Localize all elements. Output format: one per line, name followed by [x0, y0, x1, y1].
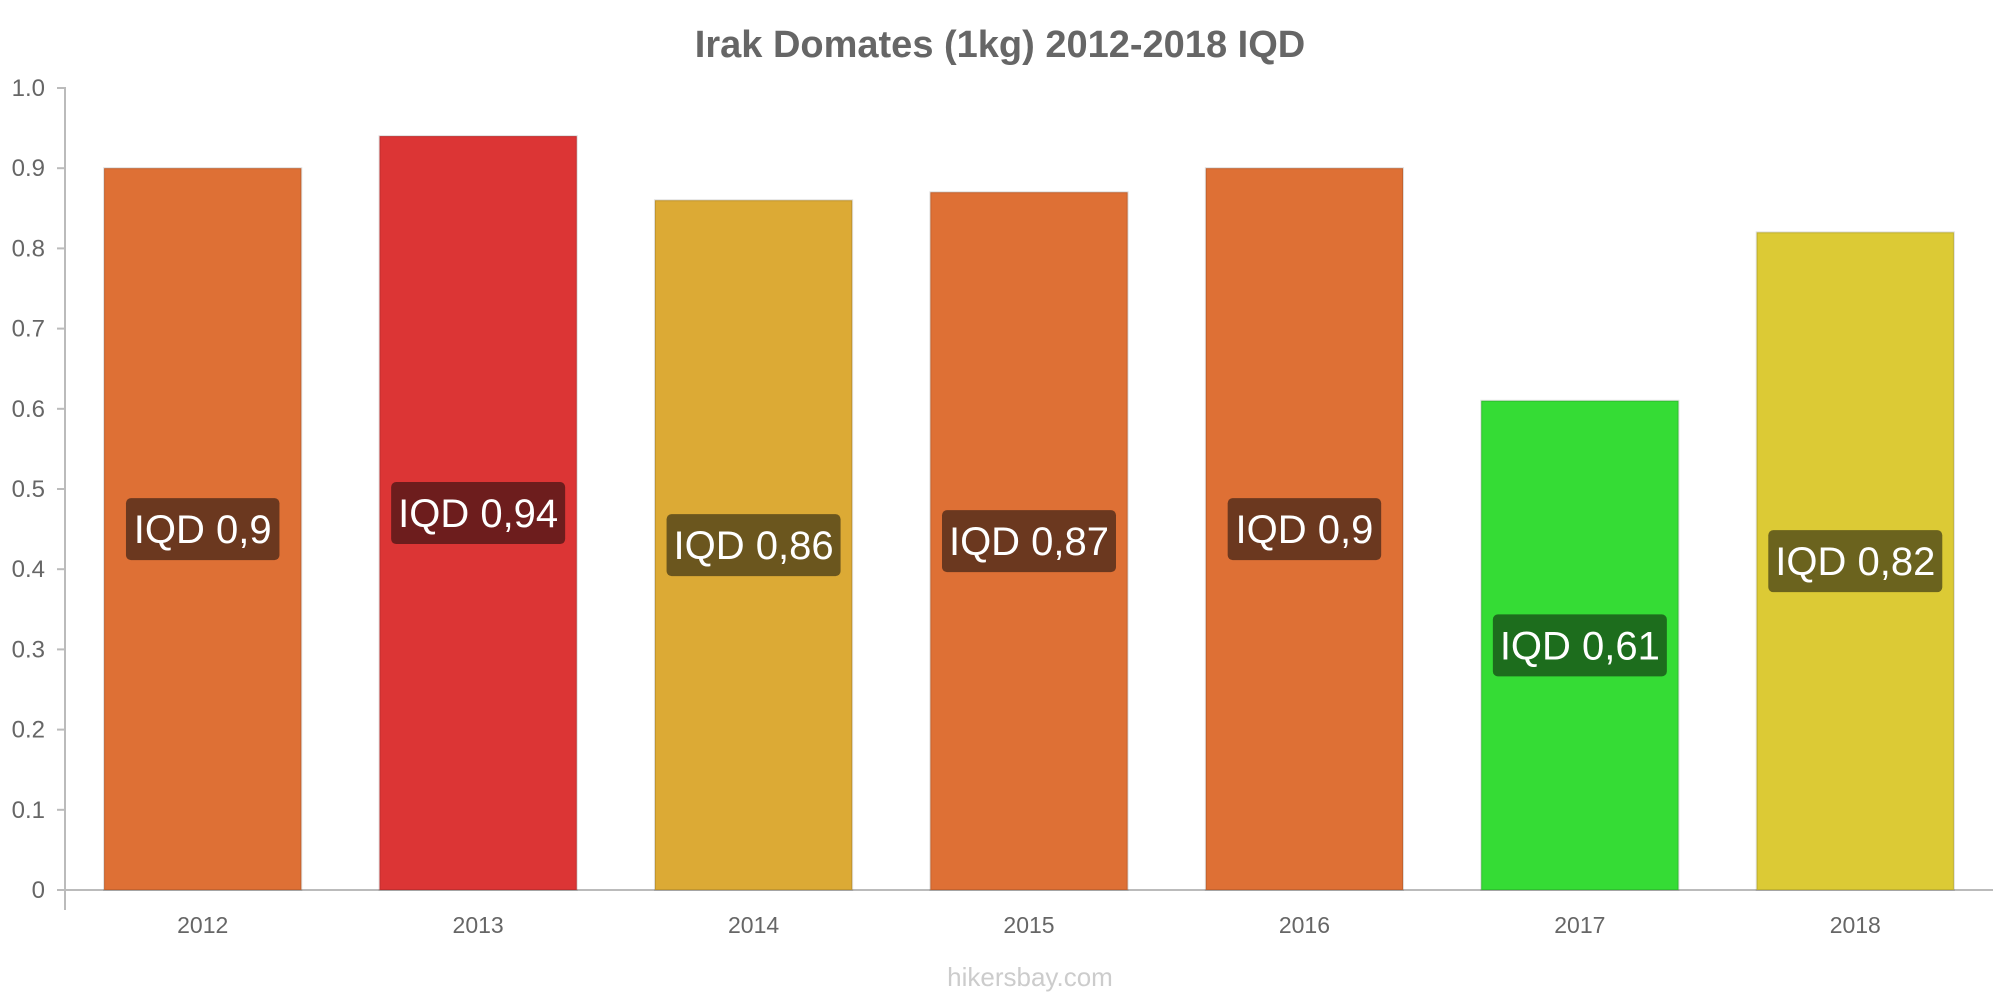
- x-tick-label: 2016: [1279, 912, 1330, 938]
- data-label-box: [1227, 498, 1382, 561]
- y-tick-label: 0.9: [12, 155, 45, 182]
- data-label-box: [942, 510, 1116, 573]
- footer-watermark: hikersbay.com: [947, 962, 1113, 992]
- data-label: IQD 0,9: [134, 508, 272, 552]
- x-tick-label: 2017: [1554, 912, 1605, 938]
- x-tick-label: 2013: [453, 912, 504, 938]
- data-label: IQD 0,9: [1236, 508, 1374, 552]
- data-label: IQD 0,61: [1500, 624, 1660, 668]
- x-tick-label: 2012: [177, 912, 228, 938]
- data-label-box: [666, 514, 841, 577]
- y-tick-label: 0.3: [12, 636, 45, 663]
- data-label: IQD 0,86: [674, 524, 834, 568]
- data-label: IQD 0,94: [398, 492, 558, 536]
- y-axis-ticks: 0 0.1 0.2 0.3 0.4 0.5 0.6 0.7 0.8 0.9 1.0: [12, 75, 65, 904]
- data-labels-group: IQD 0,9 IQD 0,94 IQD 0,86 IQD 0,87 IQD 0,9 IQ…: [125, 482, 1943, 677]
- y-tick-label: 0.5: [12, 476, 45, 503]
- y-tick-label: 0: [32, 877, 45, 904]
- y-tick-label: 0.8: [12, 235, 45, 262]
- data-label-box: [1492, 614, 1667, 677]
- chart-title: Irak Domates (1kg) 2012-2018 IQD: [695, 24, 1305, 66]
- x-tick-label: 2018: [1830, 912, 1881, 938]
- x-axis-ticks: 2012 2013 2014 2015 2016 2017 2018: [177, 912, 1881, 938]
- y-tick-label: 0.6: [12, 396, 45, 423]
- y-tick-label: 0.7: [12, 316, 45, 343]
- x-tick-label: 2014: [728, 912, 779, 938]
- x-tick-label: 2015: [1003, 912, 1054, 938]
- y-tick-label: 0.4: [12, 556, 45, 583]
- data-label: IQD 0,87: [949, 520, 1109, 564]
- data-label-box: [391, 482, 566, 545]
- y-tick-label: 0.1: [12, 797, 45, 824]
- data-label-box: [125, 498, 280, 561]
- data-label-box: [1768, 530, 1943, 593]
- data-label: IQD 0,82: [1775, 540, 1935, 584]
- y-tick-label: 1.0: [12, 75, 45, 102]
- y-tick-label: 0.2: [12, 717, 45, 744]
